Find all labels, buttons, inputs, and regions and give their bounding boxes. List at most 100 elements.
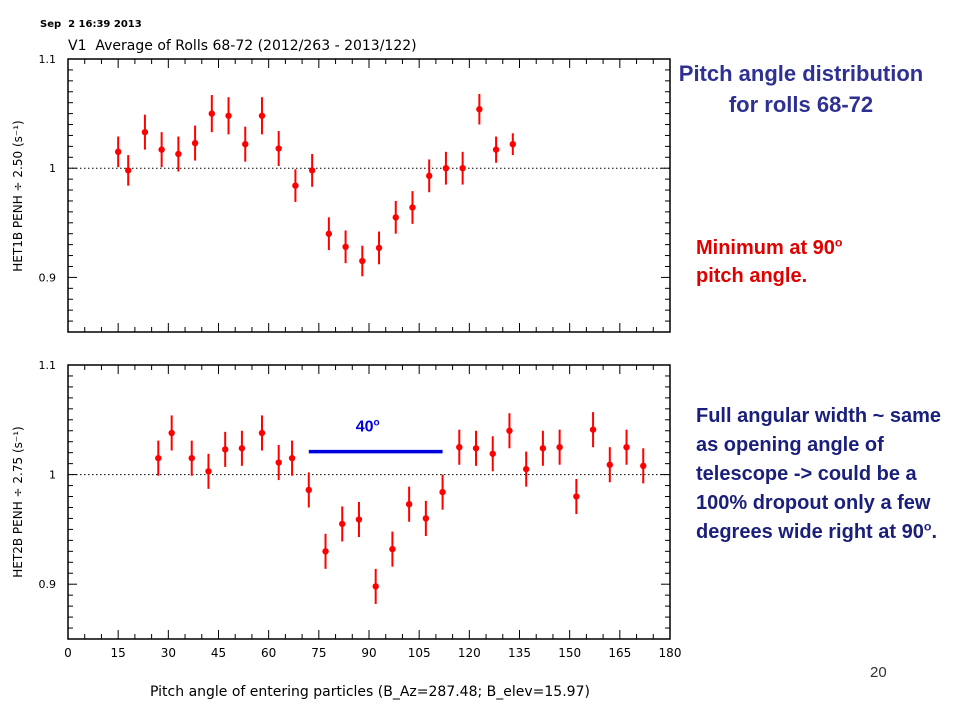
top-data-point	[509, 140, 517, 148]
x-tick-label: 45	[211, 646, 226, 660]
x-tick-label: 60	[261, 646, 276, 660]
bottom-panel-ylabel: HET2B PENH ÷ 2.75 (s⁻¹)	[11, 426, 25, 577]
bottom-data-point	[389, 545, 396, 553]
top-data-point	[275, 145, 282, 152]
x-tick-label: 120	[458, 646, 481, 660]
bottom-panel-points	[155, 412, 647, 604]
top-data-point	[492, 146, 500, 153]
top-panel-x-ticks	[67, 59, 671, 332]
bottom-data-point	[238, 445, 246, 452]
top-data-point	[125, 167, 132, 174]
x-tick-label: 75	[311, 646, 326, 660]
top-data-point	[308, 167, 316, 174]
bottom-data-point	[439, 488, 446, 496]
bottom-data-point	[489, 450, 496, 457]
top-data-point	[375, 244, 383, 252]
bottom-data-point	[472, 445, 480, 452]
bottom-panel-x-ticks	[67, 365, 671, 639]
width-note-degree: o	[923, 519, 932, 534]
top-y-tick-label: 1	[49, 162, 56, 175]
bottom-data-point	[288, 454, 296, 462]
top-panel-y-ticks: 0.9 1 1.1	[39, 53, 670, 333]
bottom-data-point	[573, 493, 580, 500]
x-tick-label: 165	[608, 646, 631, 660]
bottom-data-point	[221, 446, 229, 453]
plot-title: V1 Average of Rolls 68-72 (2012/263 - 20…	[68, 38, 417, 54]
top-data-point	[242, 140, 249, 148]
top-data-point	[392, 214, 399, 221]
bottom-data-point	[422, 515, 430, 522]
width-annotation: 40o	[308, 418, 443, 454]
bottom-panel-y-ticks: 0.9 1 1.1	[39, 359, 670, 640]
bottom-data-point	[155, 454, 162, 462]
x-axis-label: Pitch angle of entering particles (B_Az=…	[150, 684, 590, 700]
x-tick-label: 180	[659, 646, 682, 660]
slide-title: Pitch angle distribution for rolls 68-72	[678, 61, 924, 117]
bottom-data-point	[456, 444, 463, 451]
top-data-point	[158, 146, 165, 153]
minimum-note: Minimum at 90o pitch angle.	[696, 234, 946, 290]
top-panel: HET1B PENH ÷ 2.50 (s⁻¹) 0.9 1 1.1	[11, 53, 671, 333]
bottom-data-point	[372, 583, 379, 590]
bottom-data-point	[188, 454, 195, 462]
bottom-data-point	[168, 429, 175, 437]
width-annotation-label: 40o	[356, 418, 380, 436]
bottom-data-point	[623, 444, 630, 451]
x-tick-label: 105	[408, 646, 431, 660]
bottom-data-point	[539, 445, 547, 452]
minimum-note-degree: o	[834, 235, 843, 250]
x-tick-label: 30	[161, 646, 176, 660]
x-tick-label: 90	[361, 646, 376, 660]
top-data-point	[476, 106, 483, 113]
bottom-data-point	[305, 486, 312, 494]
bottom-data-point	[522, 465, 530, 473]
top-data-point	[442, 165, 450, 172]
bottom-data-point	[606, 461, 613, 468]
bottom-panel-x-tick-labels: 0 15 30 45 60 75 90 105 120 135 150 165 180	[64, 646, 681, 660]
width-note-tail: .	[931, 521, 937, 543]
timestamp: Sep 2 16:39 2013	[40, 19, 142, 30]
bottom-y-tick-label: 0.9	[39, 578, 57, 591]
top-data-point	[114, 148, 122, 156]
top-panel-ylabel: HET1B PENH ÷ 2.50 (s⁻¹)	[11, 120, 25, 271]
bottom-data-point	[258, 429, 266, 437]
top-panel-frame	[67, 58, 671, 333]
bottom-data-point	[205, 468, 212, 475]
top-y-tick-label: 0.9	[39, 271, 57, 284]
bottom-data-point	[322, 548, 329, 555]
top-data-point	[141, 128, 149, 136]
top-data-point	[325, 230, 333, 237]
top-data-point	[409, 204, 416, 211]
top-data-point	[225, 112, 232, 119]
slide-number: 20	[870, 664, 887, 681]
top-data-point	[359, 257, 366, 265]
bottom-data-point	[355, 516, 363, 523]
x-tick-label: 0	[64, 646, 72, 660]
top-data-point	[208, 110, 216, 117]
bottom-panel: HET2B PENH ÷ 2.75 (s⁻¹) 0.9 1 1.1 0 15 30 45 6…	[11, 359, 681, 660]
bottom-data-point	[506, 427, 513, 434]
plots-figure: Sep 2 16:39 2013 V1 Average of Rolls 68-…	[11, 19, 681, 700]
bottom-data-point	[556, 444, 563, 451]
x-tick-label: 150	[558, 646, 581, 660]
top-data-point	[426, 172, 433, 180]
width-note: Full angular width ~ same as opening ang…	[696, 402, 958, 547]
top-data-point	[191, 139, 199, 147]
bottom-panel-frame	[67, 364, 671, 640]
bottom-data-point	[640, 462, 647, 470]
bottom-data-point	[405, 500, 413, 508]
bottom-data-point	[339, 520, 346, 528]
top-data-point	[459, 165, 466, 172]
top-y-tick-label: 1.1	[39, 53, 57, 66]
top-panel-points	[114, 93, 517, 277]
bottom-y-tick-label: 1	[49, 469, 56, 482]
bottom-data-point	[275, 459, 282, 466]
bottom-data-point	[589, 426, 597, 433]
x-tick-label: 15	[111, 646, 126, 660]
x-tick-label: 135	[508, 646, 531, 660]
top-data-point	[292, 182, 299, 189]
top-data-point	[175, 150, 182, 158]
minimum-note-text: Minimum at 90	[696, 237, 835, 259]
top-data-point	[258, 112, 266, 119]
bottom-y-tick-label: 1.1	[39, 359, 57, 372]
